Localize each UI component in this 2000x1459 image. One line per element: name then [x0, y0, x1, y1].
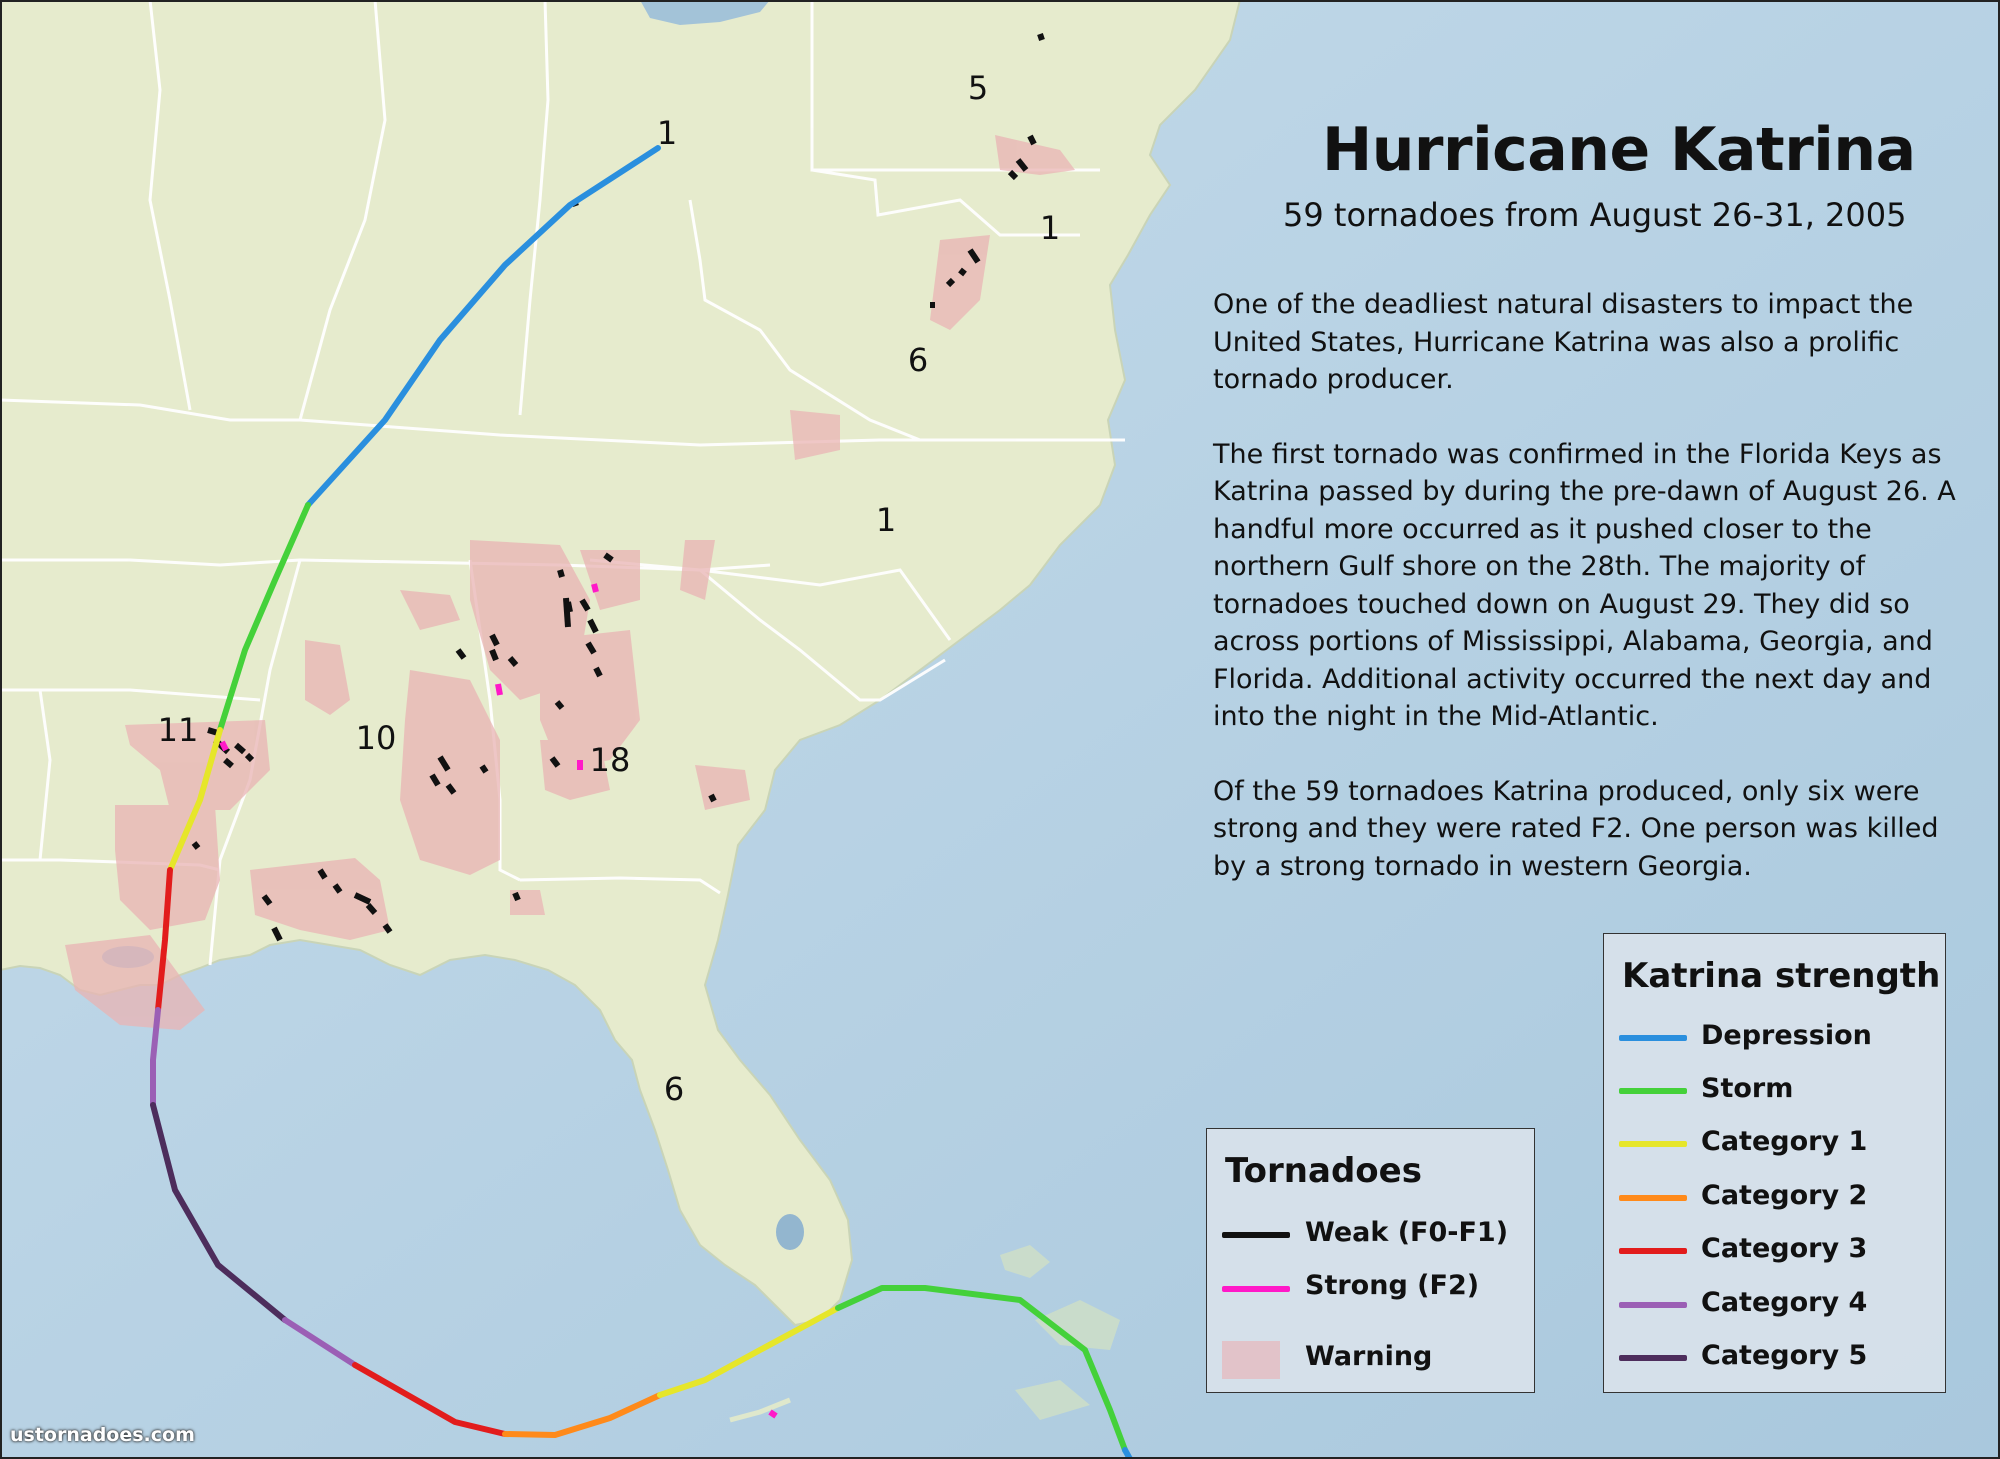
track-cat4-north: [150, 1007, 161, 1108]
category-4-swatch: [1619, 1302, 1687, 1308]
category-1-swatch: [1619, 1141, 1687, 1147]
category-2-label: Category 2: [1701, 1180, 1868, 1211]
weak-tornado-swatch: [1222, 1232, 1290, 1238]
track-storm-south: [835, 1285, 1128, 1453]
category-3-label: Category 3: [1701, 1233, 1868, 1264]
strong-tornado-swatch: [1222, 1286, 1290, 1292]
track-cat5: [150, 1102, 288, 1323]
warning-areas: [65, 135, 1075, 1030]
track-cat1-north: [167, 727, 223, 873]
count-virginia: 6: [907, 341, 929, 379]
map-title: Hurricane Katrina: [1322, 115, 1916, 185]
weak-tornadoes: [191, 33, 1045, 942]
storm-label: Storm: [1701, 1073, 1794, 1104]
count-ohio: 1: [656, 114, 678, 152]
track-cat2: [502, 1392, 663, 1438]
category-5-swatch: [1619, 1355, 1687, 1361]
map-subtitle: 59 tornadoes from August 26-31, 2005: [1283, 196, 1907, 234]
count-mississippi: 10: [355, 719, 397, 757]
credit: ustornadoes.com: [10, 1424, 195, 1446]
description-paragraph: One of the deadliest natural disasters t…: [1213, 289, 1914, 395]
count-louisiana: 11: [157, 711, 199, 749]
category-2-swatch: [1619, 1195, 1687, 1201]
strength-legend: Katrina strength Depression Storm Catego…: [1603, 933, 1946, 1393]
category-1-label: Category 1: [1701, 1126, 1868, 1157]
lake-erie: [640, 0, 770, 25]
lake-okeechobee: [776, 1214, 804, 1250]
storm-swatch: [1619, 1088, 1687, 1094]
track-cat3: [155, 867, 173, 1013]
track-cat1-south: [657, 1305, 841, 1398]
category-4-label: Category 4: [1701, 1287, 1868, 1318]
track-cat4-south: [282, 1317, 358, 1368]
depression-label: Depression: [1701, 1020, 1872, 1051]
description-paragraph: Of the 59 tornadoes Katrina produced, on…: [1213, 775, 1939, 882]
count-maryland: 1: [1039, 209, 1061, 247]
description-paragraph: The first tornado was confirmed in the F…: [1213, 438, 1956, 733]
strong-tornadoes: [219, 583, 778, 1419]
warning-label: Warning: [1305, 1341, 1433, 1372]
tornado-legend-title: Tornadoes: [1225, 1151, 1422, 1191]
count-north-carolina: 1: [875, 501, 897, 539]
description: One of the deadliest natural disasters t…: [1213, 286, 1973, 922]
category-3-swatch: [1619, 1248, 1687, 1254]
state-borders: [0, 0, 1125, 966]
strong-tornado-label: Strong (F2): [1305, 1270, 1480, 1301]
track-depression-north: [305, 145, 661, 508]
track-storm-north: [217, 502, 311, 733]
warning-swatch: [1222, 1341, 1280, 1379]
tornado-legend: Tornadoes Weak (F0-F1) Strong (F2) Warni…: [1206, 1128, 1535, 1393]
strength-legend-title: Katrina strength: [1622, 956, 1941, 996]
katrina-track: [150, 145, 1133, 1459]
track-cat3-south: [352, 1362, 508, 1437]
weak-tornado-label: Weak (F0-F1): [1305, 1217, 1509, 1248]
count-georgia: 18: [589, 741, 631, 779]
count-florida: 6: [663, 1070, 685, 1108]
category-5-label: Category 5: [1701, 1340, 1868, 1371]
count-pennsylvania: 5: [967, 69, 989, 107]
depression-swatch: [1619, 1035, 1687, 1041]
florida-keys: [729, 1397, 791, 1423]
